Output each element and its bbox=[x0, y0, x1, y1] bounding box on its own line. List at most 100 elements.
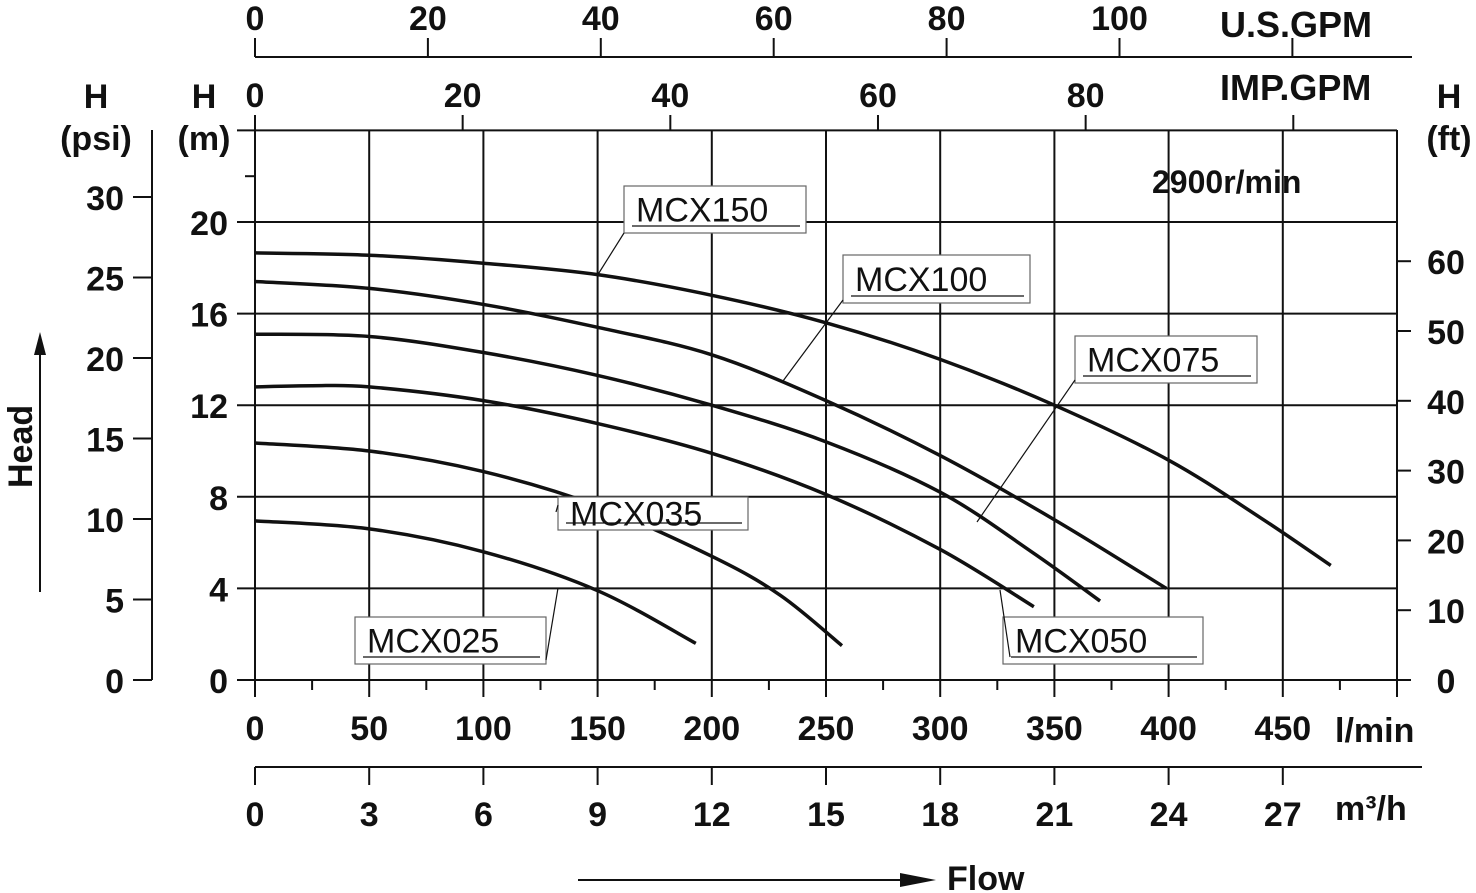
ft-tick-label: 0 bbox=[1437, 663, 1456, 701]
callout-leader bbox=[976, 379, 1076, 523]
usgpm-tick-label: 60 bbox=[755, 0, 793, 38]
m-axis-title: H bbox=[192, 78, 217, 116]
curve-mcx025 bbox=[254, 519, 697, 645]
impgpm-axis-label: IMP.GPM bbox=[1220, 67, 1371, 108]
usgpm-tick-label: 100 bbox=[1091, 0, 1148, 38]
lmin-tick-label: 300 bbox=[912, 710, 969, 748]
m3h-tick-label: 21 bbox=[1035, 796, 1073, 834]
callout-box bbox=[842, 254, 1031, 304]
flow-label: Flow bbox=[947, 860, 1025, 893]
ft-tick-label: 10 bbox=[1427, 593, 1465, 631]
psi-tick-label: 0 bbox=[105, 663, 124, 701]
callout-mcx150: MCX150 bbox=[596, 185, 807, 277]
flow-arrow bbox=[578, 873, 936, 887]
lmin-tick-label: 400 bbox=[1140, 710, 1197, 748]
callout-leader bbox=[555, 504, 559, 513]
curve-mcx035 bbox=[254, 441, 844, 648]
lmin-tick-label: 50 bbox=[350, 710, 388, 748]
impgpm-tick-label: 80 bbox=[1067, 77, 1105, 115]
ft-tick-label: 20 bbox=[1427, 523, 1465, 561]
psi-tick-label: 30 bbox=[86, 180, 124, 218]
lmin-tick-label: 250 bbox=[798, 710, 855, 748]
m3h-tick-label: 24 bbox=[1150, 796, 1188, 834]
lmin-tick-label: 150 bbox=[569, 710, 626, 748]
callout-box bbox=[1074, 335, 1258, 384]
curve-mcx075 bbox=[254, 332, 1102, 603]
m-axis-unit: (m) bbox=[178, 120, 231, 158]
ft-axis-unit: (ft) bbox=[1426, 120, 1471, 158]
callout-box bbox=[557, 496, 749, 531]
callout-label: MCX050 bbox=[1015, 623, 1147, 661]
psi-axis-unit: (psi) bbox=[60, 120, 132, 158]
ft-axis-title: H bbox=[1437, 78, 1462, 116]
callout-mcx035: MCX035 bbox=[555, 496, 749, 534]
lmin-tick-label: 200 bbox=[683, 710, 740, 748]
lmin-tick-label: 0 bbox=[246, 710, 265, 748]
usgpm-tick-label: 20 bbox=[409, 0, 447, 38]
callout-label: MCX035 bbox=[570, 496, 702, 534]
callout-mcx075: MCX075 bbox=[976, 335, 1258, 523]
m-tick-label: 16 bbox=[190, 297, 228, 335]
ft-tick-label: 40 bbox=[1427, 384, 1465, 422]
m3h-tick-label: 9 bbox=[588, 796, 607, 834]
head-arrow bbox=[34, 332, 46, 592]
m3h-tick-label: 18 bbox=[921, 796, 959, 834]
callout-leader bbox=[545, 587, 559, 661]
callout-mcx025: MCX025 bbox=[354, 587, 559, 665]
callout-label: MCX075 bbox=[1087, 342, 1219, 380]
curves bbox=[254, 251, 1332, 648]
m-tick-label: 12 bbox=[190, 388, 228, 426]
m3h-tick-label: 15 bbox=[807, 796, 845, 834]
m-tick-label: 0 bbox=[209, 663, 228, 701]
ft-tick-label: 50 bbox=[1427, 314, 1465, 352]
m-tick-label: 20 bbox=[190, 205, 228, 243]
psi-tick-label: 25 bbox=[86, 260, 124, 298]
impgpm-tick-label: 0 bbox=[246, 77, 265, 115]
usgpm-tick-label: 40 bbox=[582, 0, 620, 38]
m3h-tick-label: 0 bbox=[246, 796, 265, 834]
m3h-axis-label: m³/h bbox=[1335, 790, 1407, 828]
psi-tick-label: 15 bbox=[86, 421, 124, 459]
psi-tick-label: 10 bbox=[86, 502, 124, 540]
m-tick-label: 8 bbox=[209, 480, 228, 518]
usgpm-tick-label: 80 bbox=[928, 0, 966, 38]
impgpm-tick-label: 20 bbox=[444, 77, 482, 115]
callout-label: MCX150 bbox=[636, 192, 768, 230]
callout-mcx100: MCX100 bbox=[782, 254, 1031, 382]
psi-tick-label: 20 bbox=[86, 341, 124, 379]
psi-tick-label: 5 bbox=[105, 582, 124, 620]
callout-label: MCX100 bbox=[855, 261, 987, 299]
usgpm-tick-label: 0 bbox=[246, 0, 265, 38]
curve-mcx100 bbox=[254, 279, 1168, 590]
m3h-tick-label: 6 bbox=[474, 796, 493, 834]
callouts: MCX150 MCX100 MCX075 MCX050 MCX035 MCX025 bbox=[354, 185, 1258, 665]
callout-box bbox=[354, 616, 547, 665]
speed-label: 2900r/min bbox=[1152, 164, 1301, 200]
m3h-tick-label: 3 bbox=[360, 796, 379, 834]
callout-box bbox=[623, 185, 807, 234]
impgpm-tick-label: 60 bbox=[859, 77, 897, 115]
lmin-axis-label: l/min bbox=[1335, 712, 1414, 750]
callout-leader bbox=[782, 299, 844, 382]
impgpm-tick-label: 40 bbox=[651, 77, 689, 115]
lmin-tick-label: 100 bbox=[455, 710, 512, 748]
callout-label: MCX025 bbox=[367, 623, 499, 661]
lmin-tick-label: 350 bbox=[1026, 710, 1083, 748]
head-label: Head bbox=[2, 405, 40, 488]
ft-tick-label: 60 bbox=[1427, 244, 1465, 282]
curve-mcx050 bbox=[254, 383, 1035, 609]
m3h-tick-label: 27 bbox=[1264, 796, 1302, 834]
ft-tick-label: 30 bbox=[1427, 454, 1465, 492]
callout-leader bbox=[596, 232, 625, 277]
callout-box bbox=[1002, 616, 1204, 665]
callout-leader bbox=[999, 589, 1011, 658]
callout-mcx050: MCX050 bbox=[999, 589, 1204, 665]
m-tick-label: 4 bbox=[209, 571, 228, 609]
psi-axis-title: H bbox=[84, 78, 109, 116]
lmin-tick-label: 450 bbox=[1254, 710, 1311, 748]
grid bbox=[237, 129, 1398, 681]
m3h-tick-label: 12 bbox=[693, 796, 731, 834]
usgpm-axis-label: U.S.GPM bbox=[1220, 4, 1372, 45]
